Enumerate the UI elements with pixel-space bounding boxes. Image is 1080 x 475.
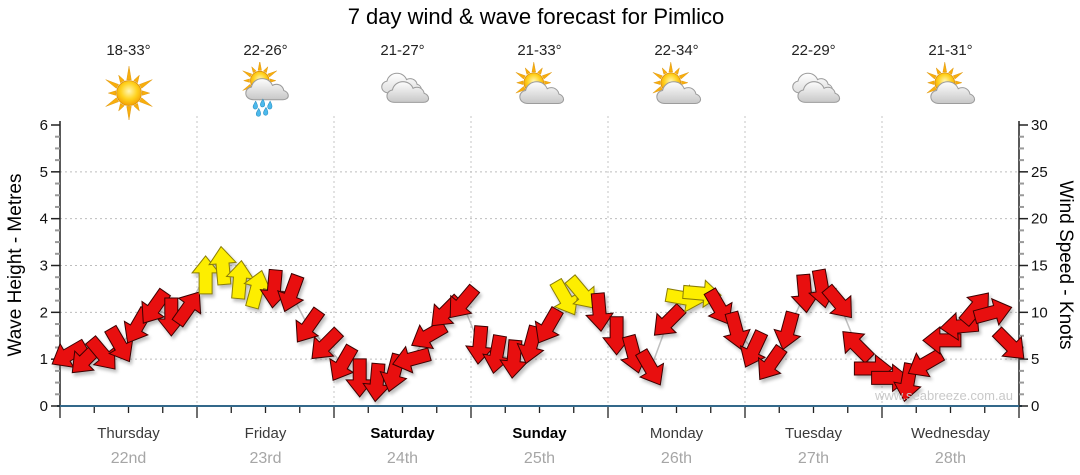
day-name-label: Tuesday	[785, 425, 842, 442]
wind-arrows	[51, 245, 1025, 403]
wind-arrow	[739, 329, 769, 368]
wind-arrow	[722, 310, 751, 351]
day-date-label: 23rd	[249, 450, 281, 467]
right-axis-title: Wind Speed - Knots	[1055, 180, 1076, 350]
tick-labels: 0 1 2 3 4 5 6 0 5 10 15 20 25 30	[40, 117, 1048, 415]
day-temp-range: 21-33°	[517, 42, 562, 59]
weather-icon-sun-showers	[237, 60, 295, 120]
left-tick-label: 5	[40, 164, 48, 181]
right-tick-label: 10	[1031, 304, 1048, 321]
day-name-label: Friday	[245, 425, 287, 442]
day-separators	[196, 116, 883, 406]
wind-arrow	[295, 306, 326, 343]
left-tick-label: 1	[40, 351, 48, 368]
wind-arrow	[972, 297, 1013, 326]
wind-arrow	[842, 331, 876, 364]
day-name-label: Saturday	[370, 425, 435, 442]
wind-arrow	[391, 345, 432, 374]
wind-arrow	[311, 326, 345, 360]
wind-arrow	[277, 272, 305, 313]
left-tick-label: 6	[40, 117, 48, 134]
wind-arrow	[757, 343, 788, 381]
wind-arrow	[634, 348, 665, 386]
day-name-label: Thursday	[97, 425, 160, 442]
weather-icon-partly-cloudy	[648, 61, 706, 120]
day-date-label: 27th	[798, 450, 829, 467]
wind-arrow	[564, 274, 596, 309]
wind-arrow	[411, 319, 449, 350]
left-tick-label: 0	[40, 398, 48, 415]
wind-arrow	[84, 335, 116, 370]
right-tick-label: 15	[1031, 258, 1048, 275]
wind-arrow	[329, 343, 359, 382]
day-labels: Thursday 22nd Friday 23rd Saturday 24th Sunday…	[97, 425, 990, 467]
day-temp-range: 22-34°	[654, 42, 699, 59]
day-temp-range: 22-29°	[791, 42, 836, 59]
weather-icon-partly-cloudy	[922, 61, 980, 120]
day-name-label: Monday	[650, 425, 704, 442]
weather-icon-sunny	[100, 62, 158, 121]
watermark: www.seabreeze.com.au	[874, 388, 1013, 403]
day-temp-range: 21-31°	[928, 42, 973, 59]
right-tick-label: 30	[1031, 117, 1048, 134]
wind-arrow	[907, 348, 946, 378]
day-temp-range: 21-27°	[380, 42, 425, 59]
day-date-label: 24th	[387, 450, 418, 467]
day-name-label: Wednesday	[911, 425, 990, 442]
day-date-label: 26th	[661, 450, 692, 467]
day-date-label: 25th	[524, 450, 555, 467]
left-tick-label: 2	[40, 304, 48, 321]
weather-icon-partly-cloudy	[511, 61, 569, 120]
chart-title: 7 day wind & wave forecast for Pimlico	[347, 4, 725, 29]
right-tick-label: 25	[1031, 164, 1048, 181]
weather-icon-cloudy	[785, 62, 843, 120]
day-temp-range: 18-33°	[106, 42, 151, 59]
right-tick-label: 5	[1031, 351, 1039, 368]
right-tick-label: 20	[1031, 211, 1048, 228]
wind-arrow	[534, 306, 564, 344]
wind-arrow	[821, 283, 852, 319]
left-tick-label: 4	[40, 211, 48, 228]
left-axis-title: Wave Height - Metres	[5, 173, 26, 357]
wind-arrow	[141, 287, 172, 324]
wind-arrow	[449, 283, 481, 319]
day-date-label: 28th	[935, 450, 966, 467]
right-tick-label: 0	[1031, 398, 1039, 415]
wind-arrow	[171, 291, 202, 328]
wind-arrow	[991, 326, 1025, 360]
weather-icon-cloudy	[374, 62, 432, 120]
day-temp-range: 22-26°	[243, 42, 288, 59]
wind-arrow	[773, 310, 802, 351]
wind-arrow	[585, 292, 615, 333]
left-tick-label: 3	[40, 258, 48, 275]
axis-ticks	[51, 124, 1028, 418]
day-name-label: Sunday	[512, 425, 567, 442]
wind-arrow	[653, 302, 687, 336]
day-date-label: 22nd	[111, 450, 147, 467]
